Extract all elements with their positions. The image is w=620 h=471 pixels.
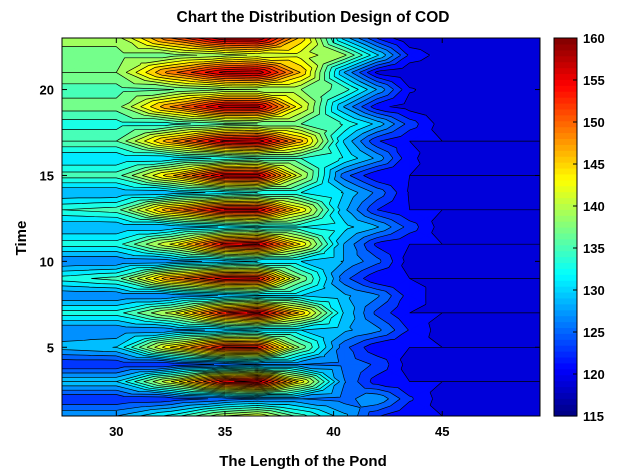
colorbar-segment <box>554 368 577 376</box>
colorbar-segment <box>554 138 577 145</box>
colorbar-segment <box>554 156 577 163</box>
colorbar-segment <box>554 410 577 417</box>
y-axis: 5 10 15 20 <box>40 83 540 355</box>
colorbar-segment <box>554 120 577 128</box>
colorbar-frame <box>553 37 578 417</box>
x-axis: 30 35 40 45 <box>109 38 449 439</box>
colorbar-segment <box>554 227 577 234</box>
colorbar-segment <box>554 49 577 57</box>
colorbar-tick-label: 155 <box>583 73 605 88</box>
colorbar-segment <box>554 351 577 358</box>
y-tick-label: 10 <box>40 254 54 269</box>
colorbar-segment <box>554 244 577 252</box>
colorbar-segment <box>554 256 577 264</box>
colorbar-segment <box>554 232 577 240</box>
colorbar-segment <box>554 321 577 329</box>
colorbar-segment <box>554 345 577 352</box>
colorbar-segment <box>554 315 577 323</box>
colorbar-segment <box>554 339 577 346</box>
colorbar-tick-label: 160 <box>583 31 605 46</box>
colorbar-segment <box>554 209 577 216</box>
colorbar-segment <box>554 97 577 104</box>
colorbar-segment <box>554 144 577 151</box>
x-tick-label: 40 <box>326 424 340 439</box>
colorbar-segment <box>554 362 577 370</box>
colorbar-tick-label: 130 <box>583 283 605 298</box>
y-axis-label: Time <box>13 221 30 256</box>
colorbar-segment <box>554 38 577 45</box>
colorbar-tick-label: 120 <box>583 367 605 382</box>
colorbar-segment <box>554 162 577 169</box>
colorbar-segment <box>554 297 577 305</box>
colorbar-segment <box>554 55 577 63</box>
colorbar-segment <box>554 333 577 340</box>
colorbar-segment <box>554 43 577 51</box>
colorbar-segment <box>554 197 577 204</box>
colorbar-segment <box>554 167 577 175</box>
y-tick-label: 15 <box>40 168 54 183</box>
x-tick-label: 30 <box>109 424 123 439</box>
colorbar-segment <box>554 386 577 393</box>
colorbar-tick-label: 125 <box>583 325 605 340</box>
colorbar-segment <box>554 392 577 399</box>
colorbar-segment <box>554 250 577 258</box>
colorbar-segment <box>554 150 577 157</box>
colorbar-segment <box>554 73 577 80</box>
colorbar-segment <box>554 61 577 69</box>
colorbar: 115 120 125 130 135 140 145 150 155 160 <box>553 31 605 424</box>
contour-fill <box>62 38 540 416</box>
colorbar-segment <box>554 238 577 246</box>
colorbar-segment <box>554 327 577 334</box>
colorbar-segment <box>554 191 577 199</box>
colorbar-segment <box>554 114 577 122</box>
colorbar-tick-label: 115 <box>583 409 604 424</box>
colorbar-segment <box>554 274 577 281</box>
chart-title: Chart the Distribution Design of COD <box>177 9 450 26</box>
colorbar-segment <box>554 268 577 275</box>
colorbar-segment <box>554 215 577 222</box>
y-tick-label: 5 <box>47 340 54 355</box>
colorbar-segment <box>554 79 577 86</box>
contour-lines <box>62 38 540 416</box>
colorbar-segment <box>554 286 577 293</box>
colorbar-segment <box>554 398 577 405</box>
colorbar-segment <box>554 404 577 411</box>
x-axis-label: The Length of the Pond <box>219 453 386 470</box>
colorbar-segment <box>554 356 577 364</box>
colorbar-segment <box>554 262 577 269</box>
colorbar-segment <box>554 185 577 193</box>
colorbar-segment <box>554 173 577 181</box>
colorbar-segment <box>554 126 577 134</box>
colorbar-segment <box>554 132 577 140</box>
colorbar-segment <box>554 179 577 187</box>
colorbar-tick-label: 150 <box>583 115 605 130</box>
colorbar-segment <box>554 221 577 228</box>
colorbar-segment <box>554 108 577 116</box>
plot-frame <box>61 37 541 417</box>
colorbar-segment <box>554 303 577 311</box>
colorbar-segment <box>554 85 577 92</box>
x-tick-label: 35 <box>218 424 232 439</box>
colorbar-segment <box>554 291 577 299</box>
colorbar-segment <box>554 102 577 110</box>
x-tick-label: 45 <box>435 424 449 439</box>
colorbar-segment <box>554 91 577 98</box>
colorbar-segment <box>554 67 577 75</box>
colorbar-segment <box>554 380 577 388</box>
y-tick-label: 20 <box>40 83 54 98</box>
colorbar-segment <box>554 203 577 210</box>
colorbar-segment <box>554 280 577 287</box>
colorbar-segment <box>554 374 577 382</box>
colorbar-tick-label: 135 <box>583 241 605 256</box>
colorbar-tick-label: 145 <box>583 157 605 172</box>
colorbar-tick-label: 140 <box>583 199 605 214</box>
plot-area <box>61 37 541 417</box>
colorbar-segment <box>554 309 577 317</box>
